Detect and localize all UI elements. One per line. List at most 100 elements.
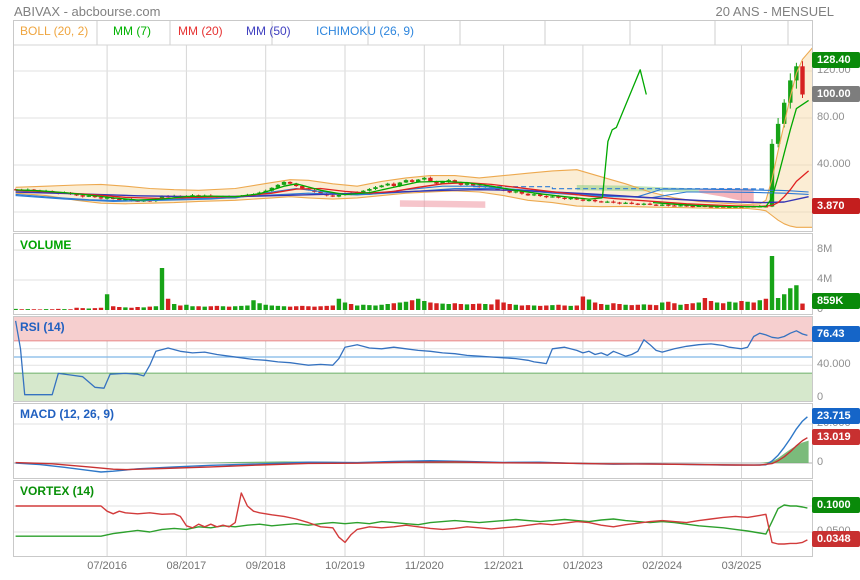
volume-bar <box>495 299 500 310</box>
x-axis-label: 01/2023 <box>563 560 603 572</box>
volume-bar <box>184 304 189 310</box>
candle <box>123 199 128 201</box>
candle <box>440 181 445 184</box>
candle <box>782 102 787 124</box>
candle <box>592 199 598 202</box>
candle <box>275 184 281 188</box>
price-panel-chart[interactable] <box>13 20 813 232</box>
candle <box>434 181 439 184</box>
volume-bar <box>269 305 274 310</box>
macd-signal-line <box>15 437 808 471</box>
candle <box>287 181 293 184</box>
x-axis-label: 07/2016 <box>87 560 127 572</box>
candle <box>470 183 476 186</box>
candle <box>708 206 714 208</box>
candle <box>159 196 165 200</box>
candle <box>562 197 567 199</box>
volume-bar <box>605 304 610 310</box>
volume-bar <box>690 303 695 310</box>
vortex-panel-chart[interactable] <box>13 480 813 557</box>
legend-item-ichimoku[interactable]: ICHIMOKU (26, 9) <box>316 24 415 38</box>
volume-bar <box>409 300 415 310</box>
volume-bar <box>623 304 628 310</box>
candle <box>684 205 689 207</box>
volume-bar <box>147 306 152 310</box>
volume-bar <box>37 309 43 310</box>
candle <box>525 193 531 196</box>
volume-bar <box>727 301 732 310</box>
volume-bar <box>373 305 378 310</box>
x-axis-label: 02/2024 <box>642 560 683 572</box>
macd-hist-3 <box>759 440 809 463</box>
candle <box>568 198 573 200</box>
volume-bar <box>306 306 311 310</box>
axis-label-volume: 8M <box>817 243 833 255</box>
volume-bar <box>544 305 549 310</box>
axis-label-price: 40.000 <box>817 158 851 170</box>
boll_lower <box>15 190 812 228</box>
volume-bar <box>202 306 207 310</box>
rsi-line <box>14 320 808 396</box>
volume-bar <box>580 296 586 310</box>
candle <box>647 203 653 205</box>
volume-bar <box>647 304 653 310</box>
volume-bar <box>745 301 750 310</box>
volume-bar <box>416 298 421 310</box>
volume-bar <box>172 304 177 310</box>
x-axis-label: 10/2019 <box>325 560 365 572</box>
volume-bar <box>43 309 49 310</box>
volume-bar <box>14 308 18 310</box>
candle <box>550 196 555 198</box>
volume-bar <box>641 304 647 310</box>
volume-bar <box>104 294 110 310</box>
candle <box>641 203 647 205</box>
macd-panel-chart[interactable] <box>13 403 813 479</box>
volume-bar <box>403 301 409 310</box>
volume-bar <box>617 304 622 310</box>
volume-bar <box>385 304 390 310</box>
mm7-b <box>652 99 809 208</box>
volume-bar <box>379 304 384 310</box>
volume-bar <box>74 307 79 310</box>
candle <box>294 183 299 187</box>
volume-panel-chart[interactable] <box>13 233 813 315</box>
volume-bar <box>635 304 640 310</box>
legend-item-mm50[interactable]: MM (50) <box>246 24 291 38</box>
legend-item-mm7[interactable]: MM (7) <box>113 24 151 38</box>
legend-item-mm20[interactable]: MM (20) <box>178 24 223 38</box>
volume-bar <box>538 305 543 310</box>
candle <box>623 202 628 204</box>
volume-bar <box>696 302 701 310</box>
candle <box>409 180 415 182</box>
legend-item-bollinger[interactable]: BOLL (20, 2) <box>20 24 89 38</box>
volume-bar <box>165 298 171 310</box>
volume-bar <box>348 304 354 310</box>
volume-bar <box>763 298 769 310</box>
volume-bar <box>214 305 220 310</box>
candle <box>446 180 451 182</box>
volume-bar <box>135 307 140 310</box>
volume-bar <box>678 304 683 310</box>
volume-bar <box>208 306 213 310</box>
volume-bar <box>56 308 61 310</box>
candle <box>80 195 85 197</box>
rsi-panel-label: RSI (14) <box>20 320 65 334</box>
candle <box>672 205 677 207</box>
volume-bar <box>68 309 73 310</box>
candle <box>416 179 421 182</box>
volume-bar <box>196 306 201 310</box>
candle <box>538 194 543 197</box>
indicator-legend: BOLL (20, 2) MM (7) MM (20) MM (50) ICHI… <box>14 20 812 44</box>
volume-bar <box>684 304 689 310</box>
volume-bar <box>190 306 195 310</box>
candle <box>397 182 403 187</box>
candle <box>513 191 518 193</box>
volume-bar <box>464 304 470 310</box>
axis-label-volume: 0 <box>817 303 824 315</box>
rsi-panel-chart[interactable] <box>13 316 813 402</box>
candle <box>519 191 525 194</box>
volume-bar <box>458 304 464 310</box>
x-axis-label: 12/2021 <box>483 560 524 572</box>
volume-bar <box>428 302 433 310</box>
